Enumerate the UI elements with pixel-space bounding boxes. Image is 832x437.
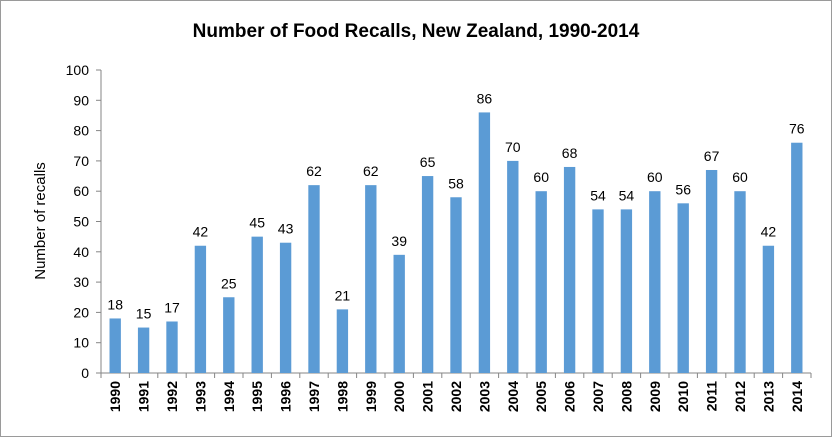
data-label-1993: 42 bbox=[193, 224, 209, 240]
data-label-2008: 54 bbox=[619, 187, 635, 203]
bar-2000 bbox=[393, 254, 405, 373]
bar-2010 bbox=[677, 203, 689, 373]
y-tick-label: 40 bbox=[73, 244, 89, 260]
data-label-1999: 62 bbox=[363, 163, 379, 179]
bar-2012 bbox=[734, 191, 746, 373]
y-tick-label: 20 bbox=[73, 304, 89, 320]
x-tick-label-1995: 1995 bbox=[249, 381, 265, 412]
x-tick-label-1993: 1993 bbox=[192, 381, 208, 412]
bar-2003 bbox=[478, 112, 491, 374]
x-tick-label-1990: 1990 bbox=[107, 381, 123, 412]
x-tick-label-1996: 1996 bbox=[278, 381, 294, 412]
x-tick-label-2011: 2011 bbox=[704, 381, 720, 412]
data-label-2012: 60 bbox=[732, 169, 748, 185]
bar-1990 bbox=[109, 318, 121, 373]
data-label-2000: 39 bbox=[391, 233, 407, 249]
bar-2002 bbox=[450, 197, 462, 373]
data-label-1990: 18 bbox=[107, 296, 123, 312]
bar-2009 bbox=[649, 191, 661, 373]
x-tick-label-2004: 2004 bbox=[505, 381, 521, 412]
y-tick-label: 80 bbox=[73, 123, 89, 139]
data-label-2005: 60 bbox=[533, 169, 549, 185]
x-tick-label-2001: 2001 bbox=[420, 381, 436, 412]
x-tick-label-2012: 2012 bbox=[732, 381, 748, 412]
data-label-2001: 65 bbox=[420, 154, 436, 170]
x-tick-label-2008: 2008 bbox=[618, 381, 634, 412]
x-tick-label-2007: 2007 bbox=[590, 381, 606, 412]
bar-2001 bbox=[421, 176, 434, 373]
axes: 0 10 20 30 40 50 60 70 80 90 100 1990 1991 1992 1993 19… bbox=[66, 62, 812, 412]
data-label-1997: 62 bbox=[306, 163, 322, 179]
x-tick-label-2014: 2014 bbox=[789, 381, 805, 412]
bar-2008 bbox=[620, 209, 633, 373]
bar-2011 bbox=[705, 169, 718, 373]
bar-2014 bbox=[791, 142, 803, 373]
y-tick-label: 0 bbox=[81, 365, 89, 381]
x-tick-label-1994: 1994 bbox=[221, 381, 237, 412]
y-tick-label: 70 bbox=[73, 153, 89, 169]
bar-2005 bbox=[535, 191, 547, 373]
bar-2004 bbox=[507, 160, 519, 373]
x-tick-label-2010: 2010 bbox=[675, 381, 691, 412]
x-tick-label-2009: 2009 bbox=[647, 381, 663, 412]
x-tick-label-1999: 1999 bbox=[363, 381, 379, 412]
data-label-2003: 86 bbox=[477, 90, 493, 106]
bar-1993 bbox=[194, 245, 207, 373]
bars bbox=[109, 112, 803, 374]
y-axis-label: Number of recalls bbox=[32, 162, 49, 280]
x-tick-label-1992: 1992 bbox=[164, 381, 180, 412]
data-label-2004: 70 bbox=[505, 139, 521, 155]
x-tick-label-1998: 1998 bbox=[334, 381, 350, 412]
data-label-2011: 67 bbox=[704, 148, 720, 164]
data-label-1995: 45 bbox=[249, 215, 265, 231]
bar-1999 bbox=[365, 185, 377, 373]
data-label-2002: 58 bbox=[448, 175, 464, 191]
x-tick-label-1991: 1991 bbox=[136, 381, 152, 412]
y-tick-label: 50 bbox=[73, 214, 89, 230]
bar-1998 bbox=[336, 309, 349, 373]
bar-1994 bbox=[223, 297, 235, 373]
y-tick-label: 100 bbox=[66, 62, 90, 78]
x-tick-label-2006: 2006 bbox=[562, 381, 578, 412]
x-tick-label-1997: 1997 bbox=[306, 381, 322, 412]
bar-2006 bbox=[563, 166, 576, 373]
bar-1996 bbox=[279, 242, 292, 373]
data-label-1992: 17 bbox=[164, 299, 180, 315]
bar-1991 bbox=[137, 327, 150, 373]
data-label-1998: 21 bbox=[335, 287, 351, 303]
data-label-2014: 76 bbox=[789, 121, 805, 137]
y-tick-label: 60 bbox=[73, 183, 89, 199]
data-label-2007: 54 bbox=[590, 187, 606, 203]
data-label-1996: 43 bbox=[278, 221, 294, 237]
chart-title: Number of Food Recalls, New Zealand, 199… bbox=[193, 21, 640, 42]
bar-1992 bbox=[166, 321, 178, 373]
data-labels: 18 15 17 42 25 45 43 62 21 62 39 65 58 86 70 60 68 54 54 60… bbox=[107, 90, 804, 321]
bar-1997 bbox=[308, 185, 320, 373]
y-tick-label: 90 bbox=[73, 92, 89, 108]
data-label-1994: 25 bbox=[221, 275, 237, 291]
x-tick-label-2013: 2013 bbox=[760, 381, 776, 412]
data-label-2010: 56 bbox=[675, 181, 691, 197]
x-tick-label-2003: 2003 bbox=[476, 381, 492, 412]
bar-2007 bbox=[592, 209, 604, 373]
data-label-2006: 68 bbox=[562, 145, 578, 161]
x-tick-label-2005: 2005 bbox=[533, 381, 549, 412]
bar-2013 bbox=[762, 245, 775, 373]
data-label-1991: 15 bbox=[136, 306, 152, 322]
x-tick-label-2002: 2002 bbox=[448, 381, 464, 412]
y-tick-label: 10 bbox=[73, 335, 89, 351]
data-label-2009: 60 bbox=[647, 169, 663, 185]
x-tick-label-2000: 2000 bbox=[391, 381, 407, 412]
bar-1995 bbox=[251, 236, 263, 373]
data-label-2013: 42 bbox=[761, 224, 777, 240]
y-tick-label: 30 bbox=[73, 274, 89, 290]
